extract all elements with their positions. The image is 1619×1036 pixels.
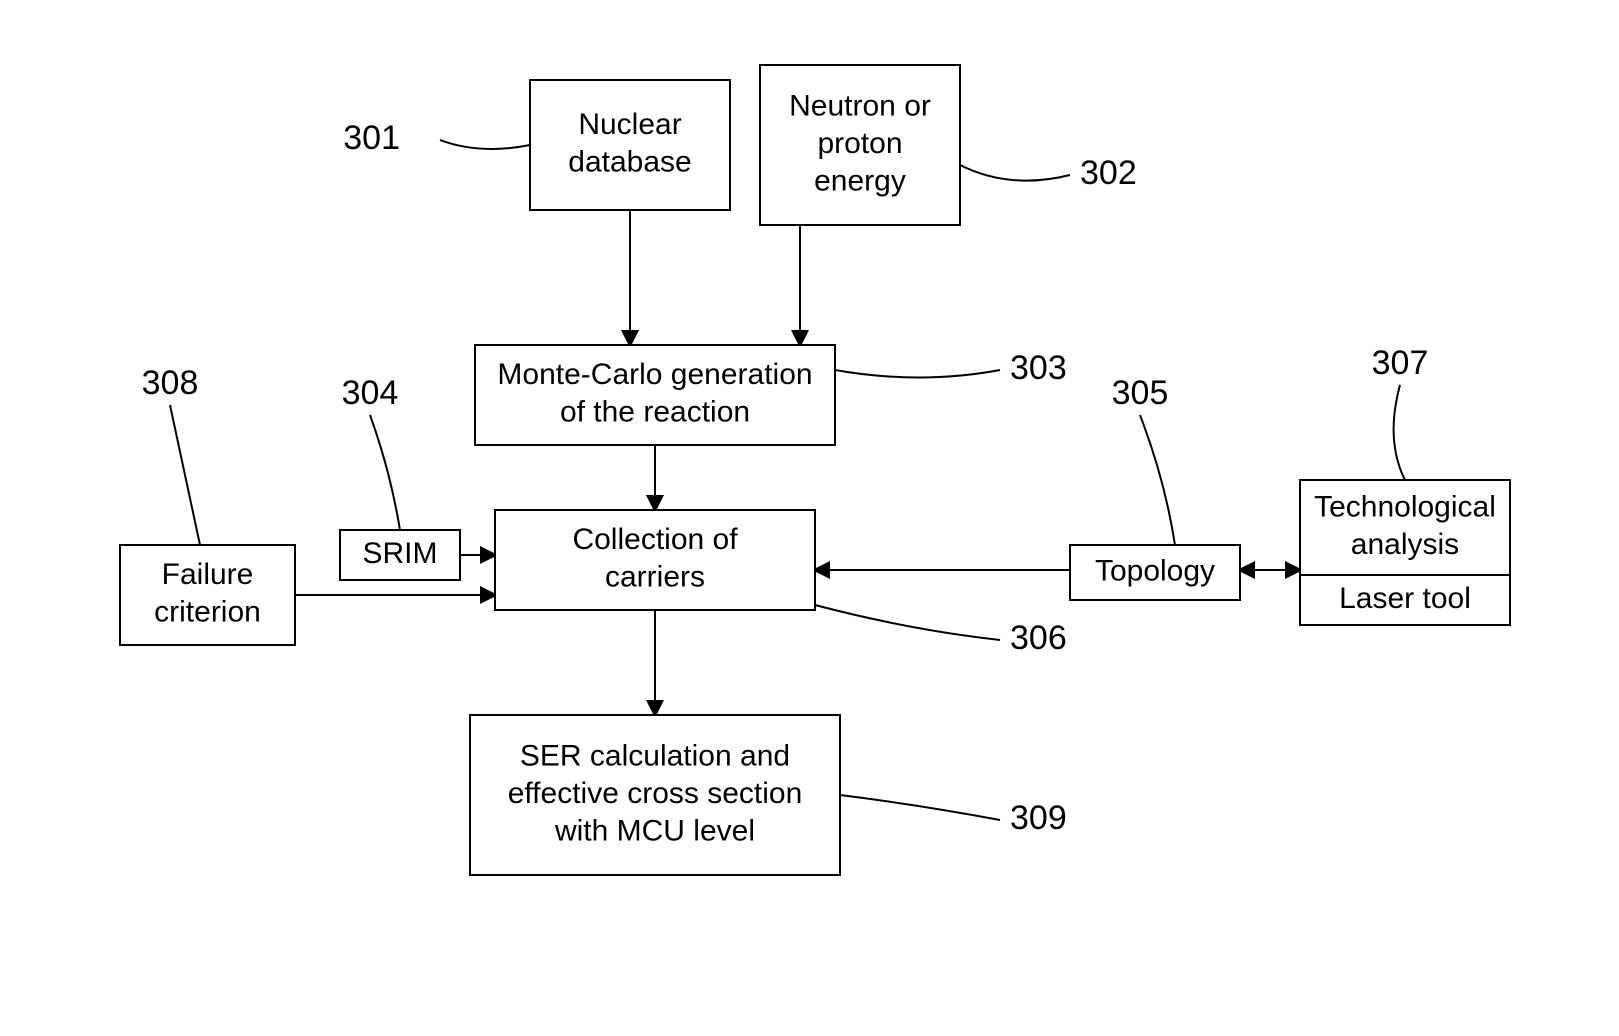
leader-l304: [370, 415, 400, 530]
node-n305: Topology: [1070, 545, 1240, 600]
node-text: Laser tool: [1339, 582, 1471, 615]
leader-l306: [815, 605, 1000, 640]
node-text: of the reaction: [560, 396, 750, 429]
node-text: criterion: [154, 596, 261, 629]
ref-label-l308: 308: [142, 364, 199, 402]
node-text: carriers: [605, 561, 705, 594]
ref-label-l302: 302: [1080, 154, 1137, 192]
leader-l309: [840, 795, 1000, 820]
ref-label-l306: 306: [1010, 619, 1067, 657]
leader-l308: [170, 405, 200, 545]
node-text: effective cross section: [508, 777, 803, 810]
leader-l307: [1394, 385, 1405, 480]
ref-label-l304: 304: [342, 374, 399, 412]
node-n308: Failure criterion: [120, 545, 295, 645]
node-text: analysis: [1351, 528, 1459, 561]
node-text: Topology: [1095, 554, 1215, 587]
node-text: energy: [814, 164, 906, 197]
ref-label-l305: 305: [1112, 374, 1169, 412]
node-text: SRIM: [363, 537, 438, 570]
leader-l303: [835, 370, 1000, 378]
leader-l301: [440, 140, 530, 149]
leader-l302: [960, 165, 1070, 181]
node-text: proton: [817, 127, 902, 160]
node-text: database: [568, 146, 691, 179]
node-n307a: Technological analysis: [1300, 480, 1510, 575]
node-text: Monte-Carlo generation: [497, 358, 812, 391]
node-text: Technological: [1314, 491, 1496, 524]
ref-label-l301: 301: [343, 119, 400, 157]
ref-label-l303: 303: [1010, 349, 1067, 387]
node-text: Neutron or: [789, 89, 931, 122]
node-text: SER calculation and: [520, 739, 790, 772]
flowchart-diagram: Nuclear database Neutron or proton energy Mon…: [0, 0, 1619, 1036]
ref-label-l309: 309: [1010, 799, 1067, 837]
node-n307b: Laser tool: [1300, 575, 1510, 625]
node-text: Failure: [162, 558, 254, 591]
ref-label-l307: 307: [1372, 344, 1429, 382]
node-n304: SRIM: [340, 530, 460, 580]
node-n302: Neutron or proton energy: [760, 65, 960, 225]
leader-l305: [1140, 415, 1175, 545]
node-text: Nuclear: [578, 108, 681, 141]
node-n309: SER calculation and effective cross secti…: [470, 715, 840, 875]
node-text: Collection of: [572, 523, 738, 556]
node-n301: Nuclear database: [530, 80, 730, 210]
node-text: with MCU level: [554, 814, 755, 847]
node-n306: Collection of carriers: [495, 510, 815, 610]
node-n303: Monte-Carlo generation of the reaction: [475, 345, 835, 445]
